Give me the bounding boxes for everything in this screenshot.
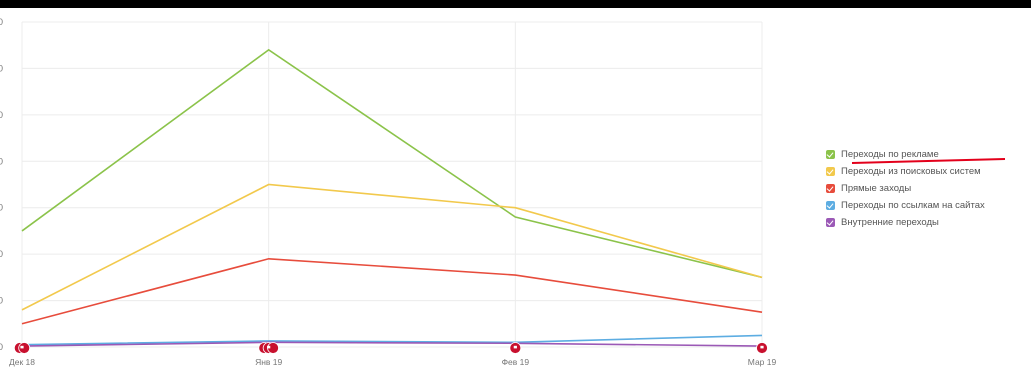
series-line — [21, 341, 763, 347]
series-line — [21, 257, 763, 325]
legend-checkbox-icon[interactable] — [826, 218, 835, 227]
underline-stroke — [851, 158, 1006, 164]
annotation-marker — [18, 342, 31, 354]
legend-item[interactable]: Переходы из поисковых систем — [826, 163, 985, 180]
x-tick-label: Янв 19 — [255, 357, 282, 367]
y-tick-label: 40 — [0, 156, 3, 166]
legend-label: Переходы по ссылкам на сайтах — [841, 200, 985, 211]
series-line — [21, 183, 763, 311]
legend-item[interactable]: Переходы по ссылкам на сайтах — [826, 197, 985, 214]
y-tick-label: 20 — [0, 249, 3, 259]
chart-legend: Переходы по рекламе Переходы из поисковых… — [826, 146, 985, 231]
x-tick-label: Дек 18 — [9, 357, 35, 367]
y-tick-label: 70 — [0, 17, 3, 27]
annotation-marker-glyph — [760, 345, 764, 349]
legend-checkbox-icon[interactable] — [826, 201, 835, 210]
red-underline-annotation — [851, 158, 1006, 164]
legend-label: Переходы из поисковых систем — [841, 166, 981, 177]
line-chart: 0 10 20 30 40 50 60 70 Дек 18 Янв 19 Фев 19 Мар 19 — [0, 17, 777, 367]
legend-label: Внутренние переходы — [841, 217, 939, 228]
y-tick-label: 60 — [0, 63, 3, 73]
legend-checkbox-icon[interactable] — [826, 150, 835, 159]
y-tick-label: 30 — [0, 203, 3, 213]
legend-item[interactable]: Переходы по рекламе — [826, 146, 985, 163]
legend-checkbox-icon[interactable] — [826, 167, 835, 176]
y-tick-label: 0 — [0, 342, 3, 352]
annotation-marker-glyph — [20, 345, 24, 349]
legend-checkbox-icon[interactable] — [826, 184, 835, 193]
legend-item[interactable]: Прямые заходы — [826, 180, 985, 197]
annotation-marker-glyph — [267, 345, 271, 349]
series-line — [21, 334, 763, 346]
x-tick-label: Фев 19 — [502, 357, 530, 367]
legend-item[interactable]: Внутренние переходы — [826, 214, 985, 231]
series-line — [21, 48, 763, 279]
legend-label: Переходы по рекламе — [841, 149, 939, 160]
x-tick-label: Мар 19 — [748, 357, 777, 367]
y-tick-label: 10 — [0, 296, 3, 306]
legend-label: Прямые заходы — [841, 183, 912, 194]
annotation-marker-glyph — [513, 345, 517, 349]
y-tick-label: 50 — [0, 110, 3, 120]
